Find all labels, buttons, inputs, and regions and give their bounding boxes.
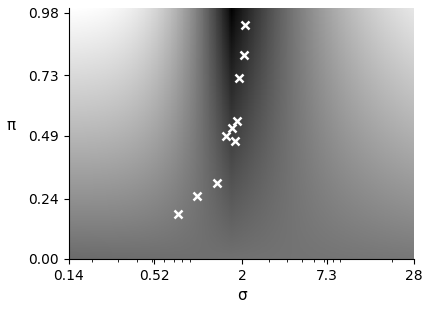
Y-axis label: π: π xyxy=(7,118,16,133)
X-axis label: σ: σ xyxy=(237,288,246,303)
